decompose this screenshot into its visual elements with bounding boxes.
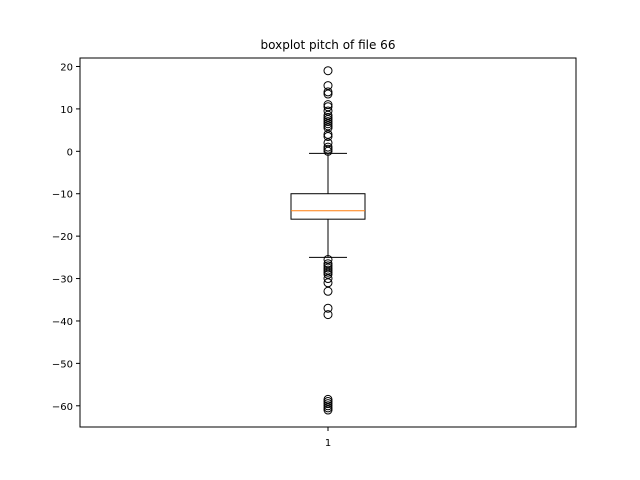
y-tick-label: 0 (67, 147, 73, 158)
outlier-point (323, 89, 333, 99)
outlier-point (323, 100, 333, 110)
x-axis: 1 (325, 427, 331, 449)
outlier-point (323, 405, 333, 415)
y-axis: 20 10 0 −10 −20 −30 −40 −50 −60 (52, 62, 80, 413)
y-tick-label: 10 (60, 105, 73, 116)
outlier-point (323, 403, 333, 413)
outlier-point (323, 401, 333, 411)
outlier-point (323, 146, 333, 156)
outlier-point (323, 303, 333, 313)
outlier-point (323, 131, 333, 141)
outlier-point (323, 142, 333, 152)
x-tick-label: 1 (325, 438, 331, 449)
outlier-point (323, 310, 333, 320)
y-tick-label: −50 (52, 359, 73, 370)
outlier-point (323, 274, 333, 284)
outlier-point (323, 66, 333, 76)
interquartile-box (290, 193, 366, 220)
y-tick-label: −30 (52, 275, 73, 286)
outlier-point (323, 263, 333, 273)
outlier-point (323, 399, 333, 409)
y-tick-label: 20 (60, 62, 73, 73)
outlier-point (323, 144, 333, 154)
outlier-point (323, 286, 333, 296)
outlier-point (323, 87, 333, 97)
boxplot-series (290, 66, 366, 415)
outlier-point (323, 117, 333, 127)
y-tick-label: −10 (52, 190, 73, 201)
y-tick-label: −40 (52, 317, 73, 328)
chart-title: boxplot pitch of file 66 (261, 38, 396, 52)
outlier-point (323, 267, 333, 277)
outlier-point (323, 119, 333, 129)
y-tick-label: −60 (52, 402, 73, 413)
y-tick-label: −20 (52, 232, 73, 243)
